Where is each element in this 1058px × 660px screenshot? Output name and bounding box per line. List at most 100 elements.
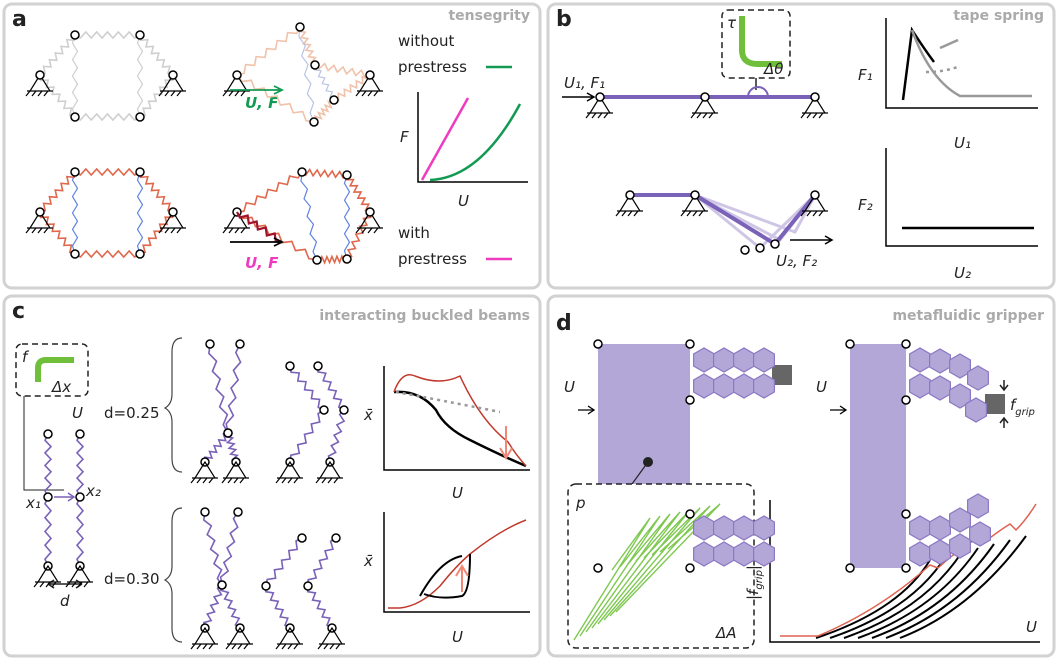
node — [71, 168, 79, 176]
spring — [140, 172, 173, 212]
load-label: U — [816, 378, 827, 396]
axis-label: U — [458, 192, 469, 210]
node — [741, 246, 749, 254]
axis-label: F₁ — [858, 66, 873, 84]
arrow — [48, 580, 82, 588]
spring — [75, 114, 140, 120]
force-subscript: grip — [1015, 407, 1035, 418]
cell — [754, 374, 775, 398]
spring — [209, 344, 228, 433]
arrow — [54, 493, 74, 501]
node — [71, 250, 79, 258]
panel-title: tensegrity — [448, 8, 530, 24]
node — [44, 493, 52, 501]
spring — [266, 586, 290, 628]
spring — [329, 410, 345, 462]
spring — [221, 512, 238, 585]
cell — [910, 516, 931, 540]
inset-label: p — [575, 494, 586, 512]
arrow — [562, 93, 594, 101]
node — [343, 255, 351, 263]
node — [310, 118, 318, 126]
node — [596, 93, 604, 101]
cell — [910, 374, 931, 398]
spring — [40, 35, 75, 75]
inset-label: Δθ — [763, 60, 783, 78]
arrow — [230, 238, 282, 246]
spring — [77, 497, 83, 566]
spring — [226, 344, 240, 433]
node — [811, 93, 819, 101]
spring — [237, 27, 300, 75]
node — [691, 191, 699, 199]
cell — [950, 534, 971, 558]
cell — [734, 374, 755, 398]
spring — [290, 410, 324, 462]
axis-label: U — [1026, 618, 1037, 636]
node — [298, 534, 306, 542]
cell — [930, 540, 951, 564]
node — [846, 340, 854, 348]
node — [902, 564, 910, 572]
object — [985, 394, 1005, 414]
cell — [694, 516, 715, 540]
node — [71, 113, 79, 121]
panel-letter: c — [12, 299, 25, 324]
spring — [308, 586, 332, 628]
arrow — [830, 406, 846, 414]
node — [330, 96, 338, 104]
axes — [886, 148, 1038, 246]
cell — [968, 494, 989, 518]
curve — [422, 98, 468, 180]
axis-label: x̄ — [363, 406, 373, 424]
cell — [734, 516, 755, 540]
spring — [140, 212, 173, 254]
node — [902, 340, 910, 348]
cell — [966, 398, 987, 422]
force-label: fgrip — [1010, 396, 1035, 418]
spring — [221, 585, 240, 628]
cell — [714, 542, 735, 566]
node — [686, 564, 694, 572]
curve — [912, 30, 1032, 96]
node — [686, 396, 694, 404]
panel-letter: a — [12, 7, 27, 32]
spring — [140, 75, 173, 117]
spring — [347, 212, 371, 259]
spring — [140, 35, 173, 75]
axis-label-part: | — [744, 565, 762, 570]
node — [233, 71, 241, 79]
spring — [75, 251, 140, 257]
spring — [308, 538, 336, 586]
node — [902, 510, 910, 518]
node — [76, 430, 84, 438]
spring — [40, 75, 75, 117]
node — [236, 340, 244, 348]
spring — [45, 434, 51, 497]
case-label: d=0.25 — [104, 404, 160, 422]
node — [314, 362, 322, 370]
node — [366, 208, 374, 216]
curve — [396, 392, 500, 412]
panel-title: interacting buckled beams — [319, 308, 530, 324]
load-label: U₁, F₁ — [564, 74, 605, 92]
cell — [734, 542, 755, 566]
node — [313, 256, 321, 264]
node — [262, 582, 270, 590]
cell — [968, 366, 989, 390]
load-label: U — [72, 404, 83, 422]
node — [296, 23, 304, 31]
node — [44, 430, 52, 438]
figure: a tensegrity without prestress with pres… — [0, 0, 1058, 660]
panel-frame — [4, 4, 540, 288]
node — [136, 168, 144, 176]
cell — [714, 516, 735, 540]
spring — [266, 538, 302, 586]
spring — [73, 35, 78, 117]
panel-title: tape spring — [953, 8, 1044, 24]
axis-label: U — [452, 484, 463, 502]
spring — [45, 497, 51, 566]
axis-label: U₂ — [954, 264, 971, 282]
case-label: d=0.30 — [104, 570, 160, 588]
beam — [630, 195, 815, 244]
